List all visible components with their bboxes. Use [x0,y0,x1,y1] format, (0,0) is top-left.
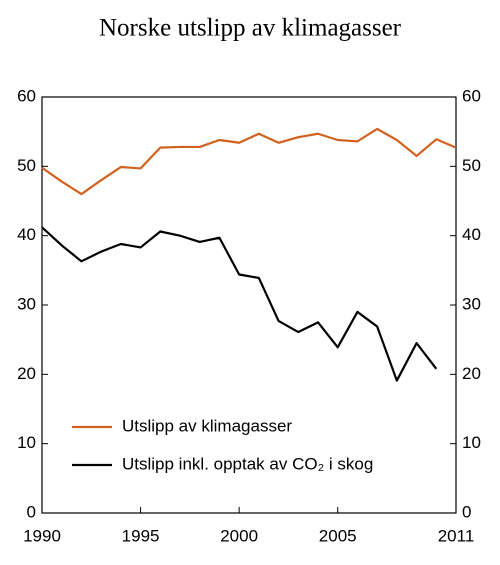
legend-label: Utslipp inkl. opptak av CO₂ i skog [122,454,373,473]
x-tick-label: 1990 [23,526,61,545]
y-tick-label: 0 [27,502,36,521]
y-tick-label: 30 [17,294,36,313]
x-tick-label: 2000 [220,526,258,545]
y2-tick-label: 20 [462,364,481,383]
x-tick-label: 1995 [122,526,160,545]
y2-tick-label: 50 [462,156,481,175]
y2-tick-label: 0 [462,502,471,521]
y-tick-label: 20 [17,364,36,383]
y-tick-label: 40 [17,225,36,244]
chart-title: Norske utslipp av klimagasser [99,15,402,42]
x-tick-label: 2005 [319,526,357,545]
series-line [41,226,438,382]
y-tick-label: 60 [17,86,36,105]
legend-label: Utslipp av klimagasser [122,416,292,435]
y-tick-label: 10 [17,433,36,452]
y2-tick-label: 40 [462,225,481,244]
x-tick-label: 2011 [438,526,475,545]
y2-tick-label: 30 [462,294,481,313]
y-tick-label: 50 [17,156,36,175]
y2-tick-label: 60 [462,86,481,105]
y2-tick-label: 10 [462,433,481,452]
series-line [41,127,457,196]
plot-frame [41,96,457,514]
